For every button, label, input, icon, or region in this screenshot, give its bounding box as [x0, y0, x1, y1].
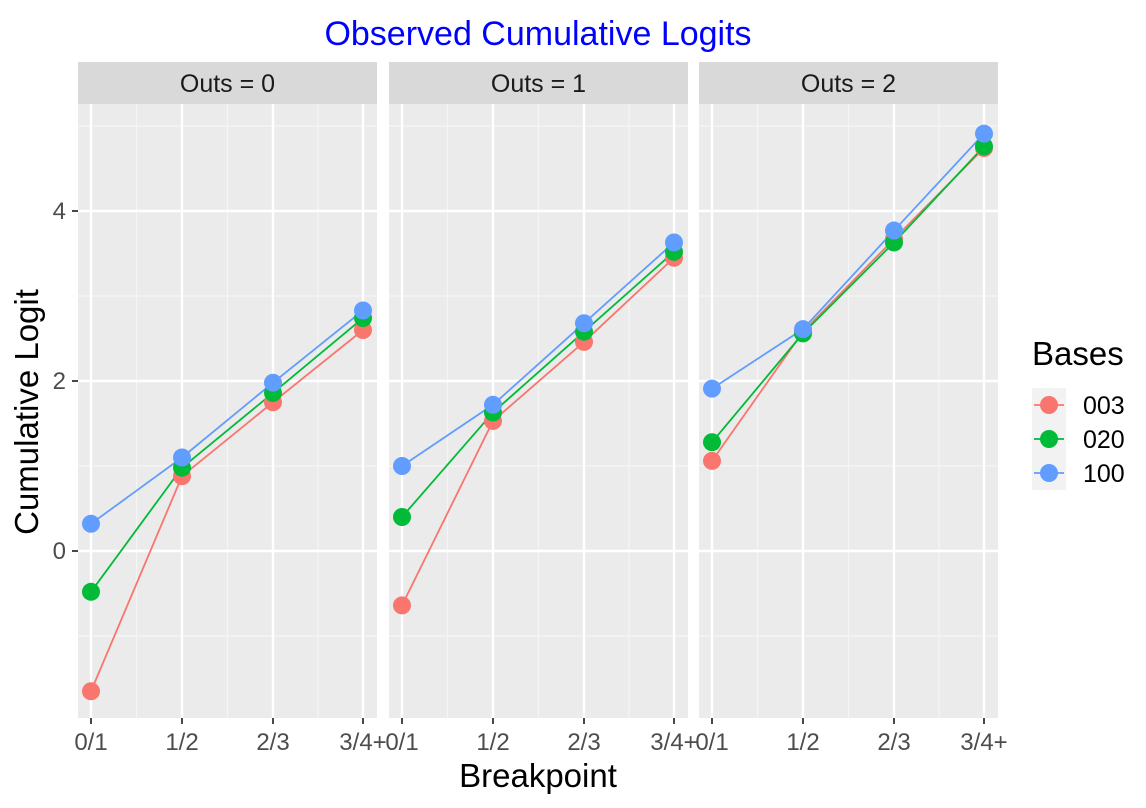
data-point-100 [575, 314, 593, 333]
legend-label: 020 [1083, 426, 1125, 454]
data-point-003 [82, 682, 100, 701]
x-tick-label: 3/4+ [650, 729, 697, 756]
data-point-020 [975, 137, 993, 156]
y-axis: 0 2 4 [53, 198, 78, 565]
facet-strip [699, 62, 998, 104]
x-tick-label: 1/2 [786, 729, 819, 756]
data-point-100 [703, 379, 721, 398]
legend-item-100: 100 [1032, 456, 1125, 490]
facet-panel: Outs = 2 [699, 62, 998, 718]
data-point-100 [173, 448, 191, 467]
facet-strip [78, 62, 377, 104]
facet-strip-label: Outs = 0 [180, 70, 275, 98]
data-point-100 [484, 395, 502, 414]
data-point-100 [975, 124, 993, 143]
data-point-100 [82, 514, 100, 533]
facet-panels: Outs = 0 Outs = 1 Outs = 2 [78, 62, 998, 718]
series-line-100 [401, 241, 675, 467]
series-line-020 [711, 145, 985, 443]
y-tick-label: 4 [53, 198, 66, 225]
series-line-100 [711, 133, 985, 390]
series-line-100 [90, 309, 364, 525]
x-axis-title: Breakpoint [459, 757, 617, 794]
facet-strip [389, 62, 688, 104]
y-tick-label: 2 [53, 368, 66, 395]
legend-key-point [1040, 430, 1058, 448]
data-point-003 [393, 596, 411, 615]
data-point-020 [393, 508, 411, 526]
data-point-003 [703, 451, 721, 470]
legend-label: 003 [1083, 392, 1125, 420]
x-tick-label: 0/1 [74, 729, 107, 756]
x-tick-label: 0/1 [385, 729, 418, 756]
chart-title: Observed Cumulative Logits [324, 15, 751, 53]
facet-strip-label: Outs = 1 [491, 70, 586, 98]
data-point-100 [885, 221, 903, 240]
x-tick-label: 3/4+ [960, 729, 1007, 756]
x-tick-label: 1/2 [476, 729, 509, 756]
legend-key-point [1040, 464, 1058, 482]
legend-title: Bases [1032, 335, 1124, 372]
series-line-020 [90, 317, 364, 593]
data-point-100 [794, 320, 812, 339]
legend-item-020: 020 [1032, 422, 1125, 456]
facet-panel: Outs = 1 [389, 62, 688, 718]
facet-strip-label: Outs = 2 [801, 70, 896, 98]
x-tick-label: 3/4+ [339, 729, 386, 756]
data-point-020 [703, 433, 721, 452]
series-line-003 [401, 257, 675, 606]
x-tick-label: 2/3 [256, 729, 289, 756]
data-point-100 [264, 373, 282, 392]
facet-panel: Outs = 0 [78, 62, 377, 718]
x-tick-label: 2/3 [877, 729, 910, 756]
data-point-020 [82, 582, 100, 601]
x-axis: 0/1 1/2 2/3 3/4+0/1 1/2 2/3 3/4+0/1 1/2 2/3 3/4+ [74, 718, 1008, 756]
legend-item-003: 003 [1032, 388, 1125, 422]
legend: Bases 003 020 100 [1032, 335, 1125, 490]
legend-key-point [1040, 396, 1058, 414]
x-tick-label: 0/1 [695, 729, 728, 756]
x-tick-label: 2/3 [567, 729, 600, 756]
series-line-003 [90, 329, 364, 692]
x-tick-label: 1/2 [165, 729, 198, 756]
data-point-100 [354, 301, 372, 320]
series-line-020 [401, 251, 675, 518]
data-point-100 [665, 233, 683, 252]
data-point-100 [393, 457, 411, 475]
legend-label: 100 [1083, 460, 1125, 488]
y-tick-label: 0 [53, 538, 66, 565]
y-axis-title: Cumulative Logit [8, 289, 45, 535]
